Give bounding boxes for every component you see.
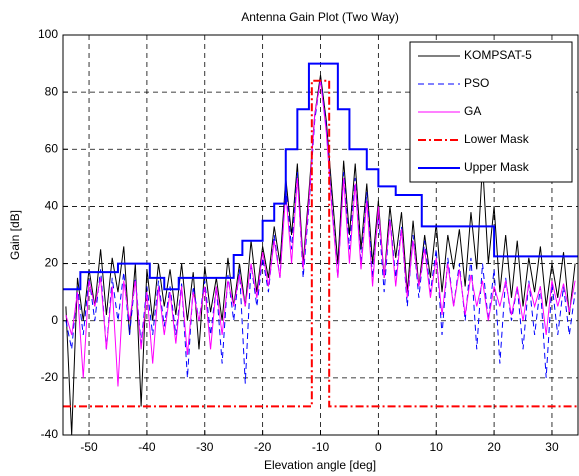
x-tick-label: 20 [487, 440, 501, 454]
y-tick-label: 40 [45, 199, 59, 213]
y-tick-label: 80 [45, 84, 59, 98]
y-tick-label: 20 [45, 256, 59, 270]
x-tick-label: -30 [196, 440, 214, 454]
legend-label: Upper Mask [464, 160, 530, 174]
x-tick-label: -50 [80, 440, 98, 454]
x-tick-label: -20 [254, 440, 272, 454]
plot-frame [62, 34, 579, 436]
legend-label: PSO [464, 76, 489, 90]
y-tick-label: 100 [38, 27, 58, 41]
series-line [65, 74, 576, 435]
chart-title: Antenna Gain Plot (Two Way) [241, 10, 399, 24]
legend-label: GA [464, 104, 481, 118]
series-line [63, 62, 578, 291]
y-tick-label: -40 [41, 427, 59, 441]
x-tick-label: 30 [545, 440, 559, 454]
y-tick-label: 60 [45, 141, 59, 155]
legend-label: Lower Mask [464, 132, 530, 146]
y-axis-label: Gain [dB] [8, 210, 22, 260]
x-tick-label: -10 [312, 440, 330, 454]
y-tick-label: -20 [41, 370, 59, 384]
series-group [63, 62, 578, 435]
y-tick-label: 0 [51, 313, 58, 327]
series-line [63, 79, 578, 408]
x-axis-label: Elevation angle [deg] [264, 458, 376, 472]
x-tick-label: 10 [430, 440, 444, 454]
legend-label: KOMPSAT-5 [464, 48, 532, 62]
series-line [65, 77, 576, 384]
x-tick-label: -40 [138, 440, 156, 454]
x-tick-label: 0 [375, 440, 382, 454]
